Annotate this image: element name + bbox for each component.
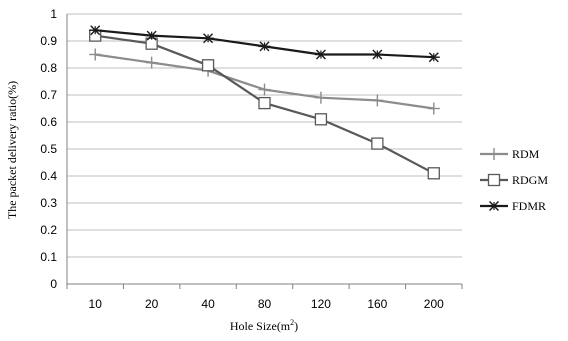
- y-tick-label: 1: [50, 7, 57, 21]
- data-point-rdm: [89, 48, 102, 61]
- x-axis-title-tail: ): [294, 319, 298, 333]
- data-point-rdm: [371, 94, 384, 107]
- data-point-rdm: [314, 91, 327, 104]
- data-point-rdgm: [427, 167, 440, 180]
- x-tick-label: 20: [145, 297, 159, 311]
- legend: RDM RDGM FDMR: [480, 147, 548, 213]
- data-point-fdmr: [258, 41, 271, 52]
- x-axis-title-base: Hole Size(m: [230, 319, 291, 333]
- x-tick-label: 10: [89, 297, 103, 311]
- x-tick-labels: 10 20 40 80 120 160 200: [89, 297, 445, 311]
- y-tick-labels: 0 0.1 0.2 0.3 0.4 0.5 0.6 0.7 0.8 0.9 1: [40, 7, 57, 291]
- y-tick-label: 0.7: [40, 88, 57, 102]
- data-point-fdmr: [427, 52, 440, 63]
- x-tick-label: 120: [311, 297, 331, 311]
- x-tick-label: 40: [201, 297, 215, 311]
- y-tick-label: 0.5: [40, 142, 57, 156]
- y-tick-label: 0.6: [40, 115, 57, 129]
- y-tick-label: 0.9: [40, 34, 57, 48]
- legend-item-rdgm: RDGM: [480, 173, 548, 187]
- legend-label-fdmr: FDMR: [512, 199, 546, 213]
- data-point-fdmr: [202, 33, 215, 44]
- y-axis-title: The packet delivery ratio(%): [5, 81, 19, 219]
- y-tick-label: 0.1: [40, 250, 57, 264]
- legend-marker-rdgm: [487, 173, 501, 187]
- gridlines: [67, 13, 462, 258]
- legend-marker-fdmr: [488, 201, 500, 211]
- x-axis-title: Hole Size(m2): [230, 318, 298, 333]
- legend-item-fdmr: FDMR: [480, 199, 546, 213]
- data-point-fdmr: [371, 49, 384, 60]
- series-lines: [89, 25, 440, 180]
- data-point-rdm: [145, 56, 158, 69]
- data-point-rdgm: [371, 137, 384, 150]
- data-point-rdm: [427, 102, 440, 115]
- data-point-rdgm: [201, 59, 215, 72]
- legend-marker-rdm: [488, 148, 500, 160]
- data-point-fdmr: [145, 30, 158, 41]
- legend-label-rdm: RDM: [512, 147, 540, 161]
- y-tick-label: 0.4: [40, 169, 57, 183]
- y-tick-label: 0.8: [40, 61, 57, 75]
- data-point-fdmr: [89, 25, 102, 36]
- data-point-rdgm: [314, 113, 328, 126]
- legend-label-rdgm: RDGM: [512, 173, 548, 187]
- y-tick-label: 0.2: [40, 223, 57, 237]
- x-tick-label: 200: [424, 297, 444, 311]
- x-axis-title-superscript: 2: [290, 318, 294, 327]
- y-tick-label: 0.3: [40, 196, 57, 210]
- data-point-rdgm: [258, 96, 271, 110]
- data-point-fdmr: [314, 49, 327, 60]
- x-tick-label: 80: [258, 297, 272, 311]
- data-point-rdm: [258, 83, 271, 96]
- y-tick-label: 0: [50, 277, 57, 291]
- axes: [66, 14, 463, 289]
- x-tick-label: 160: [367, 297, 387, 311]
- legend-item-rdm: RDM: [480, 147, 540, 161]
